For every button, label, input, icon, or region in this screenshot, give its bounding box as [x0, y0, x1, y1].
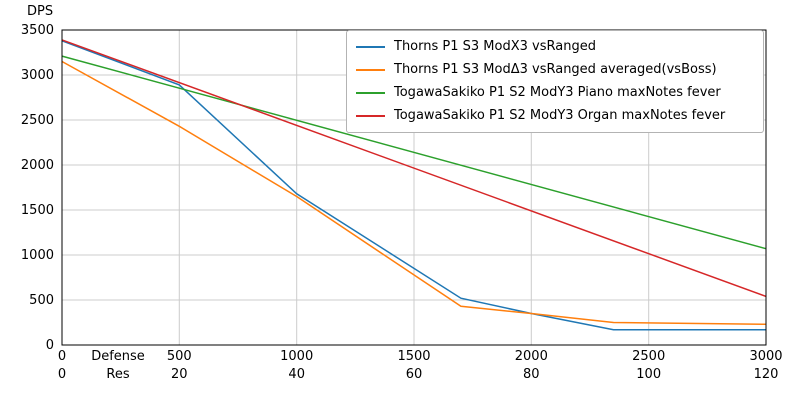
- legend-line-sample: [356, 92, 385, 94]
- legend: Thorns P1 S3 ModX3 vsRanged Thorns P1 S3 …: [346, 30, 764, 133]
- y-tick-label: 0: [46, 338, 54, 353]
- y-tick-label: 1500: [21, 203, 54, 218]
- legend-item: Thorns P1 S3 ModX3 vsRanged: [356, 38, 754, 56]
- x-tick-label: 1000: [280, 349, 313, 364]
- series-line: [61, 39, 767, 298]
- y-axis-label: DPS: [27, 4, 54, 19]
- x-tick-label: 120: [754, 367, 779, 382]
- legend-label: TogawaSakiko P1 S2 ModY3 Organ maxNotes …: [394, 108, 726, 123]
- x-tick-label: 0: [58, 349, 66, 364]
- legend-line-sample: [356, 69, 385, 71]
- y-tick-label: 3000: [21, 68, 54, 83]
- y-tick-label: 500: [29, 293, 54, 308]
- x-tick-label: 80: [523, 367, 540, 382]
- legend-label: Thorns P1 S3 ModX3 vsRanged: [394, 39, 596, 54]
- x-tick-label: 40: [288, 367, 305, 382]
- y-tick-label: 1000: [21, 248, 54, 263]
- legend-line-sample: [356, 46, 385, 48]
- y-tick-label: 2000: [21, 158, 54, 173]
- legend-label: TogawaSakiko P1 S2 ModY3 Piano maxNotes …: [394, 85, 721, 100]
- series-line: [61, 55, 767, 250]
- series-line: [61, 40, 766, 331]
- x-tick-label: 2000: [515, 349, 548, 364]
- legend-line-sample: [356, 115, 385, 117]
- x-tick-label: 100: [636, 367, 661, 382]
- x-tick-label: 0: [58, 367, 66, 382]
- x-tick-label: 20: [171, 367, 188, 382]
- series-line: [61, 60, 767, 326]
- y-tick-label: 2500: [21, 113, 54, 128]
- x-tick-label: 1500: [397, 349, 430, 364]
- x-axis-row-label: Defense: [91, 349, 145, 364]
- x-tick-label: 500: [167, 349, 192, 364]
- legend-item: TogawaSakiko P1 S2 ModY3 Piano maxNotes …: [356, 84, 754, 102]
- x-tick-label: 3000: [749, 349, 782, 364]
- y-tick-label: 3500: [21, 23, 54, 38]
- legend-item: TogawaSakiko P1 S2 ModY3 Organ maxNotes …: [356, 107, 754, 125]
- x-tick-label: 2500: [632, 349, 665, 364]
- legend-label: Thorns P1 S3 ModΔ3 vsRanged averaged(vsB…: [394, 62, 717, 77]
- legend-item: Thorns P1 S3 ModΔ3 vsRanged averaged(vsB…: [356, 61, 754, 79]
- x-axis-row-label: Res: [106, 367, 129, 382]
- x-tick-label: 60: [406, 367, 423, 382]
